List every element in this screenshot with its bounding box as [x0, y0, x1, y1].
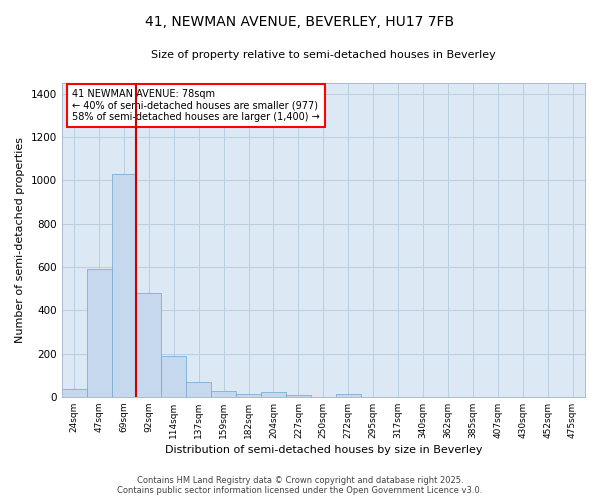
Bar [236, 394, 261, 397]
Bar [62, 389, 86, 397]
Title: Size of property relative to semi-detached houses in Beverley: Size of property relative to semi-detach… [151, 50, 496, 60]
Bar [86, 269, 112, 397]
Bar [336, 394, 361, 397]
Text: 41, NEWMAN AVENUE, BEVERLEY, HU17 7FB: 41, NEWMAN AVENUE, BEVERLEY, HU17 7FB [145, 15, 455, 29]
Bar [136, 293, 161, 397]
Y-axis label: Number of semi-detached properties: Number of semi-detached properties [15, 137, 25, 343]
Bar [286, 394, 311, 397]
Bar [261, 392, 286, 397]
Text: 41 NEWMAN AVENUE: 78sqm
← 40% of semi-detached houses are smaller (977)
58% of s: 41 NEWMAN AVENUE: 78sqm ← 40% of semi-de… [72, 90, 320, 122]
Bar [186, 382, 211, 397]
X-axis label: Distribution of semi-detached houses by size in Beverley: Distribution of semi-detached houses by … [164, 445, 482, 455]
Bar [211, 392, 236, 397]
Text: Contains HM Land Registry data © Crown copyright and database right 2025.
Contai: Contains HM Land Registry data © Crown c… [118, 476, 482, 495]
Bar [161, 356, 186, 397]
Bar [112, 174, 136, 397]
